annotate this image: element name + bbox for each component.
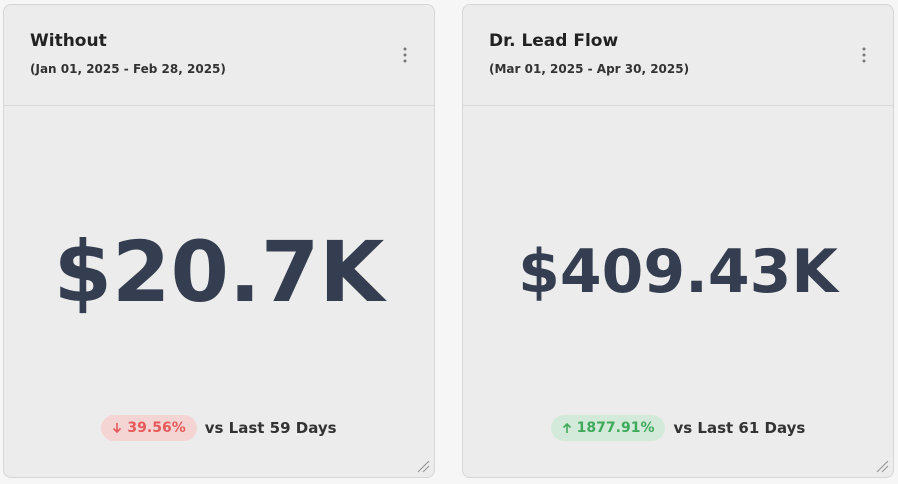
change-value: 39.56%: [127, 420, 186, 436]
card-header: Without (Jan 01, 2025 - Feb 28, 2025): [4, 5, 434, 106]
card-title: Without: [30, 31, 107, 51]
comparison-text: vs Last 59 Days: [204, 419, 337, 437]
card-title: Dr. Lead Flow: [489, 31, 619, 51]
card-header: Dr. Lead Flow (Mar 01, 2025 - Apr 30, 20…: [463, 5, 893, 106]
menu-button[interactable]: [400, 45, 410, 65]
metric-value: $409.43K: [518, 237, 838, 307]
date-range: (Jan 01, 2025 - Feb 28, 2025): [30, 62, 226, 76]
card-footer: 1877.91% vs Last 61 Days: [463, 415, 893, 441]
metric-card: Without (Jan 01, 2025 - Feb 28, 2025) $2…: [3, 4, 435, 478]
date-range: (Mar 01, 2025 - Apr 30, 2025): [489, 62, 690, 76]
up-arrow: [562, 422, 571, 433]
comparison-text: vs Last 61 Days: [673, 419, 806, 437]
metric-card: Dr. Lead Flow (Mar 01, 2025 - Apr 30, 20…: [462, 4, 894, 478]
resize-handle[interactable]: [875, 459, 889, 473]
change-badge: 39.56%: [101, 415, 197, 441]
change-value: 1877.91%: [576, 420, 655, 436]
card-footer: 39.56% vs Last 59 Days: [4, 415, 434, 441]
menu-button[interactable]: [859, 45, 869, 65]
metric-value: $20.7K: [53, 223, 385, 321]
change-badge: 1877.91%: [550, 415, 666, 441]
down-arrow: [113, 423, 122, 434]
resize-handle[interactable]: [416, 459, 430, 473]
